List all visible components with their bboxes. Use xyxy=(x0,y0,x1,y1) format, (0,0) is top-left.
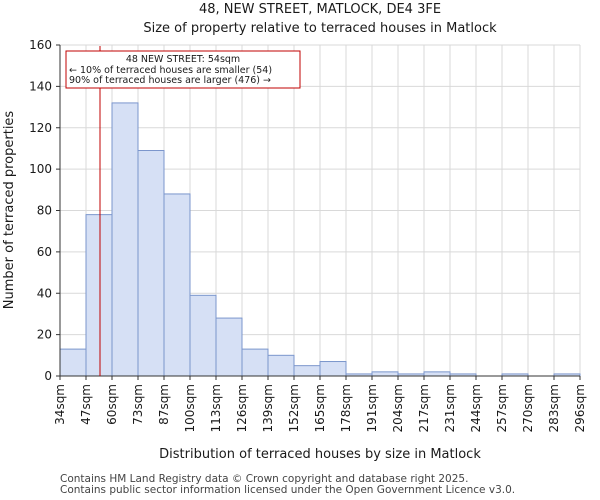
y-axis-label: Number of terraced properties xyxy=(2,111,17,310)
footer-copyright: Contains HM Land Registry data © Crown c… xyxy=(60,473,469,485)
bar-34sqm xyxy=(59,348,87,377)
y-tick-label-60: 60 xyxy=(37,245,52,259)
x-tick-label-73sqm: 73sqm xyxy=(131,384,145,425)
chart-title: 48, NEW STREET, MATLOCK, DE4 3FE xyxy=(199,2,441,17)
x-tick-label-100sqm: 100sqm xyxy=(183,384,197,432)
y-tick-label-160: 160 xyxy=(29,38,52,52)
bar-152sqm xyxy=(293,365,321,377)
y-tick-label-80: 80 xyxy=(37,204,52,218)
footer-licence: Contains public sector information licen… xyxy=(60,484,516,496)
x-tick-label-47sqm: 47sqm xyxy=(79,384,93,425)
x-tick-label-257sqm: 257sqm xyxy=(495,384,509,432)
x-tick-label-113sqm: 113sqm xyxy=(209,384,223,432)
bar-113sqm xyxy=(215,317,243,377)
bar-165sqm xyxy=(319,361,347,377)
x-tick-label-244sqm: 244sqm xyxy=(469,384,483,432)
bar-47sqm xyxy=(85,214,113,377)
x-tick-label-139sqm: 139sqm xyxy=(261,384,275,432)
x-tick-label-34sqm: 34sqm xyxy=(53,384,67,425)
x-tick-label-152sqm: 152sqm xyxy=(287,384,301,432)
x-tick-label-270sqm: 270sqm xyxy=(521,384,535,432)
x-axis-label: Distribution of terraced houses by size … xyxy=(159,447,481,462)
bar-126sqm xyxy=(241,348,269,377)
histogram-chart: 48, NEW STREET, MATLOCK, DE4 3FE Size of… xyxy=(2,2,587,462)
annotation-line-1: 48 NEW STREET: 54sqm xyxy=(126,54,240,65)
y-tick-label-140: 140 xyxy=(29,79,52,93)
bar-73sqm xyxy=(137,150,165,377)
x-tick-label-283sqm: 283sqm xyxy=(547,384,561,432)
bar-60sqm xyxy=(111,102,139,377)
x-tick-label-165sqm: 165sqm xyxy=(313,384,327,432)
x-tick-label-217sqm: 217sqm xyxy=(417,384,431,432)
bar-139sqm xyxy=(267,354,295,377)
bar-87sqm xyxy=(163,193,191,377)
y-tick-label-120: 120 xyxy=(29,121,52,135)
x-tick-label-178sqm: 178sqm xyxy=(339,384,353,432)
x-tick-label-87sqm: 87sqm xyxy=(157,384,171,425)
x-tick-label-296sqm: 296sqm xyxy=(573,384,587,432)
plot-area: 0 20 40 60 80 100 120 140 160 34sqm 47sqm 60sqm 73sq… xyxy=(29,38,587,432)
x-tick-label-204sqm: 204sqm xyxy=(391,384,405,432)
annotation-box: 48 NEW STREET: 54sqm ← 10% of terraced h… xyxy=(65,50,301,89)
x-tick-label-126sqm: 126sqm xyxy=(235,384,249,432)
y-tick-label-20: 20 xyxy=(37,328,52,342)
y-tick-label-0: 0 xyxy=(44,369,52,383)
x-tick-label-231sqm: 231sqm xyxy=(443,384,457,432)
y-tick-label-100: 100 xyxy=(29,162,52,176)
x-tick-label-191sqm: 191sqm xyxy=(365,384,379,432)
bar-100sqm xyxy=(189,294,217,377)
annotation-line-3: 90% of terraced houses are larger (476) … xyxy=(69,75,271,86)
annotation-frame xyxy=(65,50,301,89)
chart-subtitle: Size of property relative to terraced ho… xyxy=(143,21,497,36)
bar-191sqm xyxy=(371,371,399,377)
annotation-line-2: ← 10% of terraced houses are smaller (54… xyxy=(69,65,272,76)
x-tick-label-60sqm: 60sqm xyxy=(105,384,119,425)
y-tick-label-40: 40 xyxy=(37,286,52,300)
bar-217sqm xyxy=(423,371,451,377)
